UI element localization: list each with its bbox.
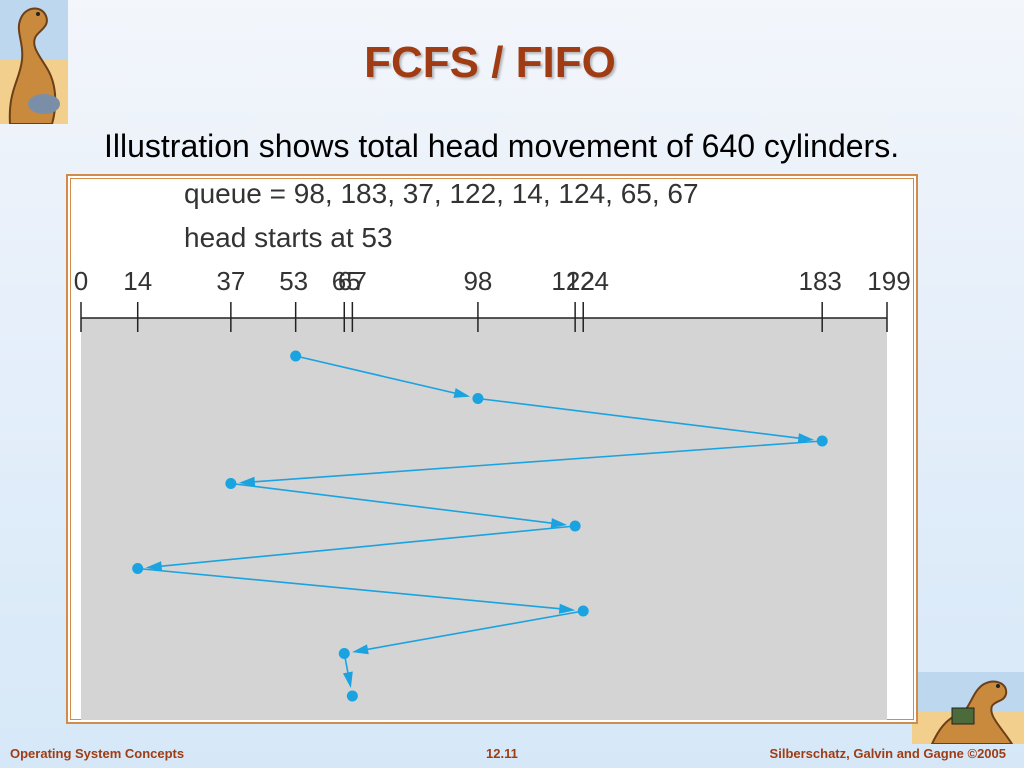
axis-tick-label-67: 67: [338, 266, 367, 296]
request-point-67: [346, 690, 358, 702]
path-segment: [137, 567, 568, 611]
path-segment: [359, 610, 584, 652]
axis-tick-label-14: 14: [123, 266, 152, 296]
request-points: [132, 350, 828, 702]
path-arrowhead: [238, 476, 256, 487]
path-segment: [477, 397, 807, 440]
head-start-text: head starts at 53: [184, 222, 393, 253]
path-arrowhead: [797, 433, 815, 444]
path-segment: [295, 355, 463, 396]
dinosaur-logo-bottom: [912, 672, 1024, 744]
path-arrowhead: [352, 644, 369, 655]
footer-course: Operating System Concepts: [10, 746, 185, 761]
request-point-98: [472, 393, 484, 404]
axis-tick-label-183: 183: [799, 266, 842, 296]
axis-tick-label-98: 98: [463, 266, 492, 296]
track-area: [81, 318, 887, 720]
path-segment: [230, 482, 560, 525]
slide-title: FCFS / FIFO: [364, 38, 616, 87]
axis-tick-label-199: 199: [867, 266, 910, 296]
path-arrowhead: [145, 561, 163, 572]
path-segment: [153, 525, 576, 568]
request-point-183: [816, 435, 828, 447]
footer-page-number: 12.11: [486, 746, 518, 761]
request-point-53: [290, 350, 302, 362]
request-point-14: [132, 563, 144, 574]
queue-text: queue = 98, 183, 37, 122, 14, 124, 65, 6…: [184, 178, 699, 209]
path-arrowhead: [342, 671, 353, 689]
axis-ticks: [80, 302, 888, 332]
request-point-122: [569, 520, 581, 532]
path-arrowhead: [550, 518, 568, 529]
axis-tick-label-0: 0: [74, 266, 88, 296]
axis-tick-label-65: 65: [332, 266, 361, 296]
axis-tick-label-124: 124: [566, 266, 609, 296]
footer-credits: Silberschatz, Galvin and Gagne ©2005: [769, 746, 1006, 761]
request-point-65: [338, 648, 350, 659]
path-arrowhead: [453, 388, 471, 398]
request-point-124: [577, 605, 589, 617]
axis-tick-label-122: 122: [551, 266, 594, 296]
slide-subtitle: Illustration shows total head movement o…: [104, 128, 900, 164]
path-segment: [246, 440, 823, 484]
axis-tick-label-37: 37: [216, 266, 245, 296]
axis-tick-label-53: 53: [279, 266, 308, 296]
path-arrowhead: [558, 603, 576, 614]
request-point-37: [225, 478, 237, 489]
dinosaur-logo-top: [0, 0, 68, 124]
